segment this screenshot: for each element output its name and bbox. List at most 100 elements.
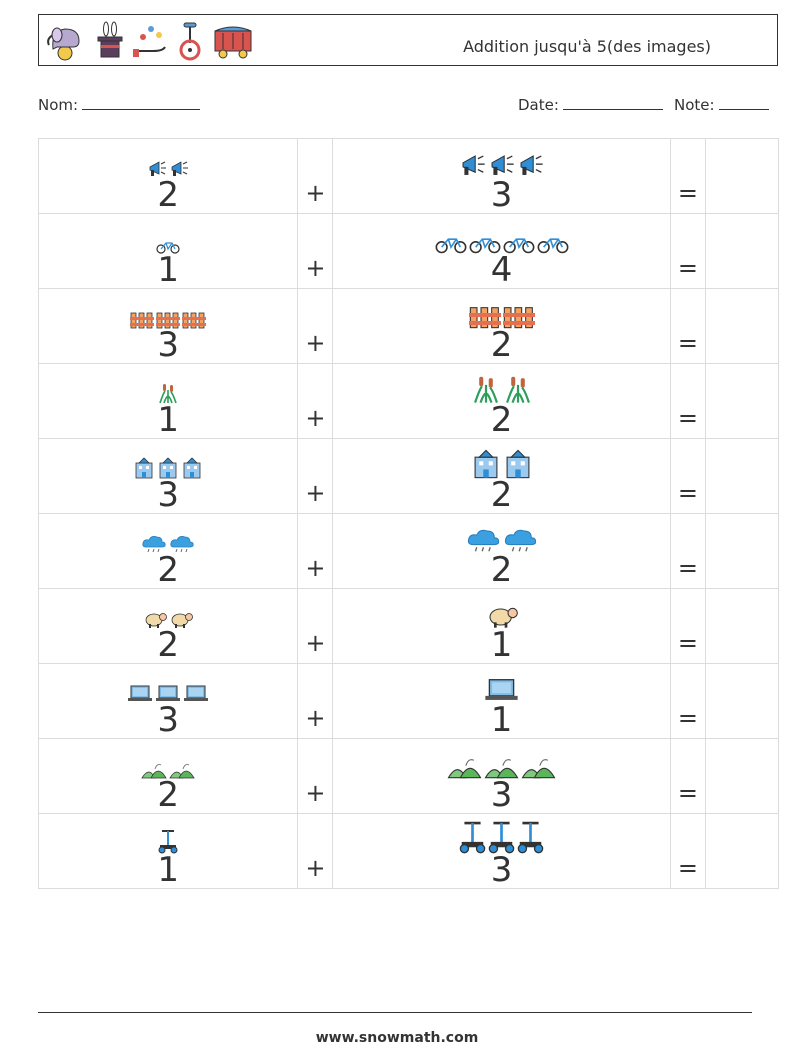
plus-cell: + (297, 588, 334, 664)
equals-sign: = (677, 329, 698, 357)
addend-a-cell: 3 (37, 438, 299, 514)
circus-wagon-icon (214, 26, 252, 59)
plus-sign: + (305, 704, 326, 732)
addend-a-pictures (39, 676, 297, 704)
bicycle-icon (435, 235, 467, 254)
addend-a-number: 2 (157, 775, 179, 815)
fence-icon (468, 305, 501, 329)
date-blank[interactable] (562, 94, 663, 110)
problem-row: 2 +3 = (37, 138, 780, 215)
fence-icon (130, 311, 155, 329)
equals-sign: = (677, 404, 698, 432)
addend-b-cell: 1 (332, 588, 671, 665)
addend-b-cell: 4 (332, 213, 671, 289)
plus-sign: + (305, 329, 326, 357)
problem-row: 1 +3 = (37, 813, 780, 889)
bicycle-icon (503, 235, 535, 254)
problem-row: 1 +2 = (37, 363, 780, 440)
problem-row: 2 +1 = (37, 588, 780, 665)
name-label: Nom: (38, 96, 79, 114)
note-field[interactable]: Note: (674, 94, 769, 114)
problem-row: 3 +2 = (37, 288, 780, 365)
problems-table: 2 +3 = 1 +4 = 3 +2 = 1 +2 = 3 +2 = 2 +2 = 2 +1 = 3 +1 = 2 +3 = 1 +3 = (37, 138, 780, 889)
equals-cell: = (669, 513, 706, 589)
addend-a-cell: 2 (37, 138, 299, 215)
addend-a-pictures (39, 601, 297, 629)
hoverboard-scooter-icon (158, 828, 178, 854)
answer-cell[interactable] (704, 738, 780, 814)
answer-cell[interactable] (704, 813, 780, 889)
answer-cell[interactable] (704, 363, 780, 439)
addend-a-number: 2 (157, 175, 179, 215)
addend-a-number: 1 (157, 250, 179, 290)
addend-a-number: 2 (157, 550, 179, 590)
equals-sign: = (677, 479, 698, 507)
answer-cell[interactable] (704, 588, 780, 664)
equals-cell: = (669, 213, 706, 289)
plus-sign: + (305, 554, 326, 582)
equals-cell: = (669, 438, 706, 514)
addend-b-cell: 3 (332, 813, 671, 889)
plus-sign: + (305, 179, 326, 207)
plus-cell: + (297, 288, 334, 364)
answer-cell[interactable] (704, 438, 780, 514)
addend-a-pictures (39, 751, 297, 779)
rain-cloud-icon (141, 534, 167, 554)
plus-sign: + (305, 854, 326, 882)
worksheet-header: Addition jusqu'à 5(des images) (38, 14, 778, 66)
addend-b-pictures (333, 819, 669, 854)
answer-cell[interactable] (704, 213, 780, 289)
addend-a-number: 2 (157, 625, 179, 665)
megaphone-icon (488, 152, 515, 179)
addend-b-number: 2 (490, 325, 513, 365)
addend-b-pictures (333, 522, 669, 554)
hills-icon (484, 755, 519, 779)
plus-cell: + (297, 138, 334, 214)
addend-a-pictures (39, 301, 297, 329)
addend-b-number: 2 (490, 400, 513, 440)
name-blank[interactable] (82, 94, 201, 110)
answer-cell[interactable] (704, 138, 780, 214)
addend-b-number: 3 (490, 175, 513, 215)
answer-cell[interactable] (704, 663, 780, 739)
problem-row: 3 +2 = (37, 438, 780, 514)
note-blank[interactable] (718, 94, 769, 110)
building-icon (471, 449, 501, 479)
date-field[interactable]: Date: (518, 94, 663, 114)
equals-sign: = (677, 854, 698, 882)
problem-row: 2 +3 = (37, 738, 780, 815)
addend-a-pictures (39, 151, 297, 179)
addend-b-number: 1 (490, 625, 513, 665)
addend-a-pictures (39, 226, 297, 254)
bicycle-icon (156, 240, 180, 254)
addend-b-pictures (333, 222, 669, 254)
addend-b-pictures (333, 372, 669, 404)
sheep-icon (169, 611, 194, 629)
name-field[interactable]: Nom: (38, 94, 201, 114)
sheep-icon (486, 605, 518, 629)
hoverboard-scooter-icon (459, 819, 486, 854)
addend-b-cell: 2 (332, 288, 671, 365)
answer-cell[interactable] (704, 513, 780, 589)
addend-b-cell: 2 (332, 513, 671, 590)
addend-b-pictures (333, 597, 669, 629)
plus-sign: + (305, 629, 326, 657)
answer-cell[interactable] (704, 288, 780, 364)
cattail-plant-icon (471, 374, 501, 404)
problem-row: 3 +1 = (37, 663, 780, 739)
equals-sign: = (677, 704, 698, 732)
bicycle-icon (537, 235, 569, 254)
hills-icon (141, 761, 167, 779)
addend-b-number: 2 (490, 550, 513, 590)
laptop-icon (183, 684, 209, 704)
addend-b-cell: 1 (332, 663, 671, 739)
worksheet-title: Addition jusqu'à 5(des images) (463, 37, 711, 56)
equals-sign: = (677, 254, 698, 282)
footer-url[interactable]: www.snowmath.com (315, 1030, 479, 1046)
fence-icon (182, 311, 207, 329)
equals-cell: = (669, 588, 706, 664)
megaphone-icon (147, 159, 167, 179)
addend-a-cell: 3 (37, 663, 299, 739)
plus-cell: + (297, 438, 334, 514)
plus-sign: + (305, 779, 326, 807)
